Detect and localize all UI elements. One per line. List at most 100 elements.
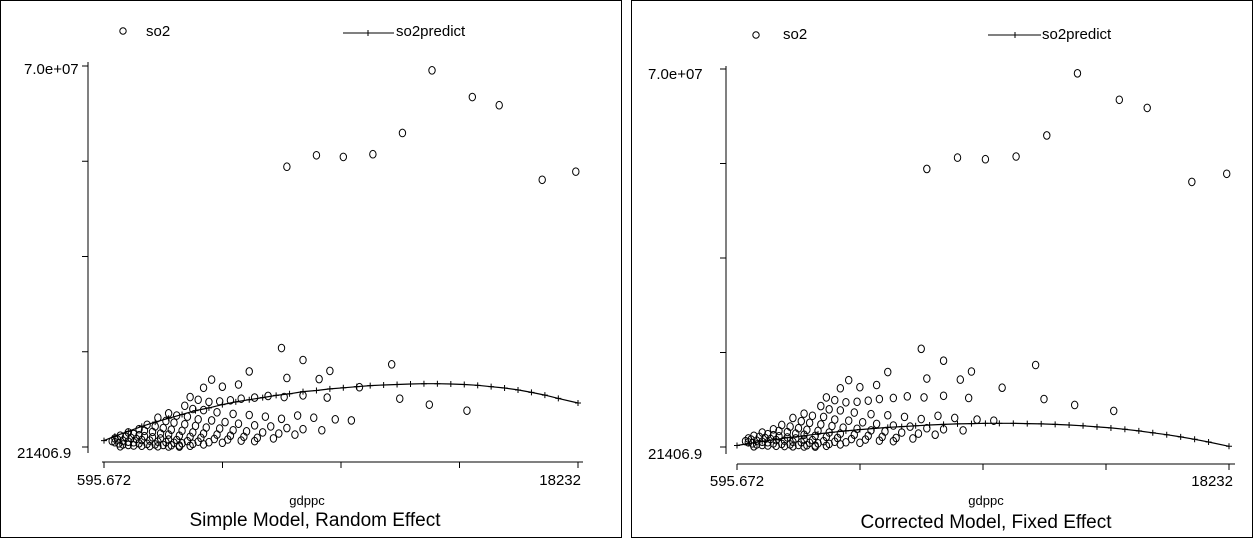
- so2-point: [170, 418, 178, 427]
- so2-point: [396, 394, 404, 403]
- so2predict-point: [165, 415, 172, 422]
- so2-point: [164, 430, 173, 439]
- so2predict-point: [884, 424, 891, 431]
- so2predict-point: [1163, 431, 1170, 438]
- so2-point: [1031, 360, 1040, 370]
- so2-point: [299, 424, 307, 434]
- so2predict-point: [1177, 433, 1184, 440]
- so2predict-point: [326, 385, 333, 392]
- so2predict-point: [1205, 438, 1212, 445]
- so2predict-point: [300, 388, 307, 395]
- legend-so2-marker: [119, 27, 127, 35]
- so2predict-point: [912, 422, 919, 429]
- so2predict-point: [1066, 421, 1073, 428]
- so2-point: [277, 414, 286, 424]
- so2-point: [154, 441, 162, 451]
- so2predict-point: [1135, 427, 1142, 434]
- so2-point: [186, 392, 194, 402]
- so2predict-point: [1080, 422, 1087, 429]
- so2-point: [780, 441, 789, 451]
- so2predict-point: [259, 394, 266, 401]
- so2-point: [850, 408, 858, 417]
- so2-point: [275, 429, 283, 438]
- so2-point: [245, 410, 253, 420]
- so2-point: [269, 434, 278, 443]
- so2-point: [853, 397, 861, 407]
- so2-point: [825, 405, 833, 414]
- so2-point: [934, 411, 942, 421]
- so2-point: [1043, 131, 1051, 140]
- so2-point: [124, 440, 133, 450]
- so2predict-point: [575, 400, 581, 407]
- so2-point: [909, 434, 917, 443]
- so2-point: [845, 375, 853, 385]
- so2predict-point: [528, 389, 535, 396]
- so2-point: [939, 356, 948, 365]
- so2-point: [1143, 103, 1151, 113]
- chart-title: Simple Model, Random Effect: [190, 510, 442, 531]
- so2-point: [129, 441, 138, 450]
- so2-point: [764, 441, 772, 450]
- so2-point: [277, 343, 286, 353]
- so2-point: [875, 394, 884, 404]
- so2-point: [990, 416, 998, 425]
- so2-point: [159, 440, 167, 450]
- so2-point: [310, 413, 318, 423]
- so2predict-point: [461, 381, 468, 388]
- so2-point: [872, 419, 881, 429]
- so2predict-point: [1093, 423, 1100, 430]
- so2-point: [226, 395, 235, 405]
- so2-point: [923, 374, 931, 383]
- so2-point: [237, 436, 245, 445]
- so2-point: [917, 414, 925, 424]
- so2-point: [864, 396, 872, 405]
- so2predict-point: [474, 382, 481, 389]
- so2predict-point: [407, 380, 414, 387]
- x-ticks: [103, 462, 579, 468]
- so2-point: [175, 442, 184, 451]
- so2predict-point: [555, 395, 562, 402]
- so2predict-point: [501, 385, 508, 392]
- so2-point: [939, 391, 948, 401]
- so2-point: [280, 392, 288, 402]
- so2predict-point: [152, 419, 159, 426]
- legend-so2-label: so2: [146, 23, 170, 40]
- so2-point: [428, 66, 436, 75]
- so2-point: [800, 442, 808, 451]
- so2-point: [842, 397, 850, 407]
- so2-point: [245, 367, 253, 376]
- so2-point: [872, 380, 881, 390]
- so2predict-point: [954, 420, 961, 427]
- so2-point: [775, 426, 783, 436]
- so2predict-point: [759, 438, 766, 445]
- so2predict-point: [787, 434, 794, 441]
- so2-point: [194, 395, 202, 405]
- so2-point: [207, 416, 216, 425]
- y-tick-label-max: 7.0e+07: [648, 66, 703, 83]
- so2predict-point: [111, 433, 118, 440]
- so2predict-point: [842, 427, 849, 434]
- so2-point: [822, 441, 831, 451]
- so2-point: [783, 427, 792, 437]
- so2-point: [900, 412, 909, 422]
- so2predict-point: [205, 404, 212, 411]
- so2-point: [261, 412, 270, 421]
- so2-point: [369, 149, 377, 159]
- x-axis-label: gdppc: [289, 493, 325, 508]
- so2-point: [822, 393, 831, 402]
- so2-point: [884, 410, 892, 420]
- legend-so2predict-label: so2predict: [1042, 26, 1112, 43]
- so2-point: [856, 438, 864, 448]
- x-tick-label-min: 595.672: [77, 472, 131, 489]
- so2-point: [237, 394, 245, 403]
- so2-point: [146, 441, 154, 451]
- so2-point: [199, 383, 208, 393]
- so2predict-point: [353, 383, 360, 390]
- so2predict-point: [926, 421, 933, 428]
- so2-point: [164, 442, 173, 451]
- so2-point: [1040, 394, 1048, 404]
- so2-point: [387, 360, 396, 369]
- so2-point: [884, 367, 892, 377]
- x-ticks: [736, 464, 1230, 470]
- so2-point: [811, 442, 819, 451]
